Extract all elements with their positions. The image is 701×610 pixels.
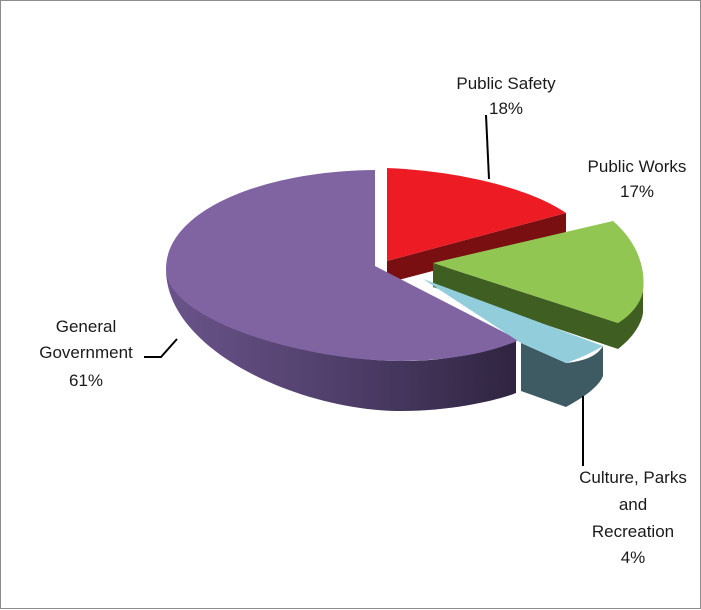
label-general-government-pct: 61% [69,371,103,390]
label-public-works-pct: 17% [620,182,654,201]
leader-lines [144,114,584,466]
label-public-safety-name: Public Safety [456,74,556,93]
label-general-government-line1: General [56,317,116,336]
label-public-works-name: Public Works [588,157,687,176]
leader-general-government [144,338,178,358]
slice-general-government[interactable] [166,170,519,361]
public-works-side [433,263,643,349]
label-culture-line3: Recreation [592,522,674,541]
leader-public-safety [485,114,490,180]
slice-labels: Public Safety 18% Public Works 17% Gener… [39,74,687,567]
slice-depth-layer [166,213,643,411]
slice-culture-parks-recreation[interactable] [423,279,603,363]
culture-parks-side [521,343,603,407]
slice-public-works[interactable] [433,221,644,323]
label-culture-pct: 4% [621,548,646,567]
slice-top-layer [166,168,644,363]
label-general-government-line2: Government [39,343,133,362]
slice-public-safety[interactable] [387,168,566,261]
label-culture-line1: Culture, Parks [579,468,687,487]
label-public-safety-pct: 18% [489,99,523,118]
public-safety-depth [387,213,566,283]
label-culture-line2: and [619,495,647,514]
general-government-side [166,269,516,411]
